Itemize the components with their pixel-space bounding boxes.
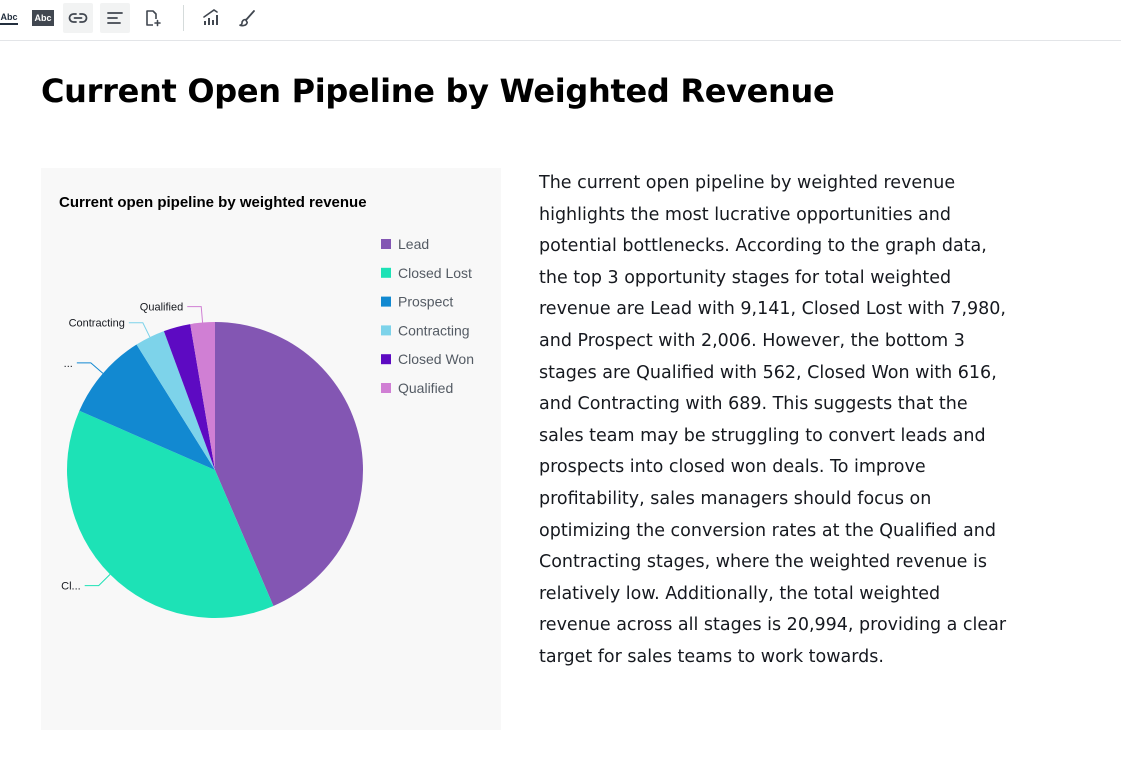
align-left-icon [107,12,123,24]
pie-chart: Cl...... Contracting Qualified Lead Closed L… [61,236,474,618]
format-button[interactable] [233,3,263,33]
legend-item-lead[interactable]: Lead [381,236,429,252]
text-style-button[interactable]: Abc [0,3,24,33]
insert-button[interactable] [137,3,167,33]
slice-label-connector [76,362,104,374]
pie-slice-closed-lost[interactable] [66,410,274,618]
legend-swatch [381,325,391,336]
align-button[interactable] [100,3,130,33]
slice-label-connector [187,306,204,323]
legend-label: Closed Lost [398,265,472,281]
link-icon [68,13,88,23]
chart-edit-icon [203,9,218,25]
legend-swatch [381,354,391,365]
slice-label-closed-lost: Cl... [61,581,81,593]
toolbar: Abc Abc [0,0,1121,41]
chart-panel: Current open pipeline by weighted revenu… [41,168,501,730]
pie-slice-lead[interactable] [215,322,364,606]
text-highlight-button[interactable]: Abc [28,3,58,33]
legend-label: Prospect [398,294,453,310]
legend-label: Closed Won [398,351,474,367]
link-button[interactable] [63,3,93,33]
brush-icon [239,10,255,27]
abc-box-icon: Abc [32,10,54,26]
chart-button[interactable] [196,3,226,33]
pie-slice-qualified[interactable] [190,322,215,470]
legend-item-contracting[interactable]: Contracting [381,322,470,338]
chart-title: Current open pipeline by weighted revenu… [59,194,367,211]
slice-label-contracting: Contracting [69,318,125,330]
slice-label-connector [128,322,151,338]
legend-item-qualified[interactable]: Qualified [381,380,453,396]
abc-underline-icon: Abc [0,12,18,25]
legend-item-prospect[interactable]: Prospect [381,294,453,310]
slice-label-qualified: Qualified [140,302,183,314]
slice-label-connector [84,573,111,587]
pie-slice-prospect[interactable] [79,344,215,470]
toolbar-divider [183,5,184,31]
slice-label-prospect: ... [64,358,73,370]
legend-item-closed-won[interactable]: Closed Won [381,351,474,367]
legend-item-closed-lost[interactable]: Closed Lost [381,265,472,281]
pie-slice-closed-won[interactable] [163,324,215,470]
legend-label: Contracting [398,322,470,338]
add-document-icon [146,10,161,27]
narrative-text: The current open pipeline by weighted re… [539,173,1007,667]
legend-swatch [381,239,391,249]
legend-swatch [381,383,391,393]
pie-slice-contracting[interactable] [136,331,215,470]
legend-swatch [381,267,391,278]
legend-label: Lead [398,236,429,252]
legend-label: Qualified [398,380,453,396]
page-title: Current Open Pipeline by Weighted Revenu… [41,72,835,110]
legend-swatch [381,296,391,307]
